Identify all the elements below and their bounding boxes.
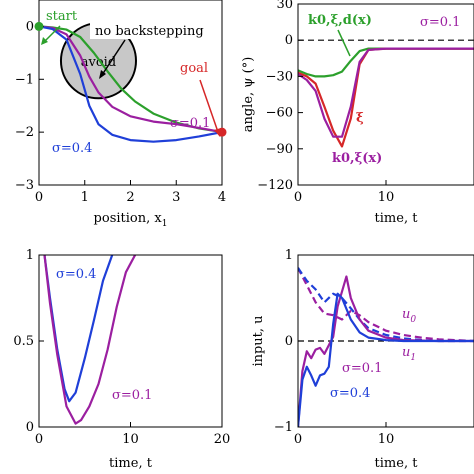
input-lines <box>298 267 474 427</box>
no-backstepping-box <box>90 22 212 39</box>
trajectory-line <box>39 25 222 134</box>
start-arrowhead <box>41 37 48 45</box>
barrier-ytick-label: 0.5 <box>13 334 34 349</box>
input-u1-label: u1 <box>402 345 416 363</box>
angle-k0xi-label: k0,ξ(x) <box>332 151 382 166</box>
angle-xtick-label: 10 <box>378 190 395 205</box>
input-line <box>298 275 474 427</box>
trajectory-sigma01-label: σ=0.1 <box>170 116 210 131</box>
goal-arrowhead <box>214 128 221 137</box>
input-xtick-label: 10 <box>378 432 395 447</box>
trajectory-sigma04-label: σ=0.4 <box>52 141 92 156</box>
angle-line <box>298 47 474 78</box>
barrier-sigma04-label: σ=0.4 <box>56 267 96 282</box>
input-sigma04-label: σ=0.4 <box>330 386 370 401</box>
barrier-xlabel: time, t <box>109 456 153 471</box>
input-u0-label: u0 <box>402 307 416 325</box>
no-backstepping-annotation: no backstepping <box>95 24 204 39</box>
barrier-ytick-label: 1 <box>26 248 34 263</box>
start-arrow <box>43 25 61 43</box>
barrier-line <box>43 255 137 425</box>
angle-line <box>298 47 474 148</box>
trajectory-xtick-label: 4 <box>218 190 226 205</box>
trajectory-ytick-label: −1 <box>15 72 34 87</box>
input-ytick-label: 0 <box>285 334 293 349</box>
trajectory-line <box>39 25 222 134</box>
trajectory-ytick-label: −3 <box>15 178 34 193</box>
barrier-sigma01-label: σ=0.1 <box>112 388 152 403</box>
angle-xtick-label: 0 <box>294 190 302 205</box>
angle-ytick-label: −30 <box>266 69 293 84</box>
angle-line <box>298 47 474 138</box>
input-ytick-label: −1 <box>274 420 293 435</box>
trajectory-xlabel: position, x1 <box>94 211 168 229</box>
angle-panel: 0 10 30 0 −30 −60 −90 −120 σ=0.1 k0,ξ,d(x) ξ k0,ξ(x… <box>241 0 474 226</box>
angle-ylabel: angle, ψ (°) <box>241 57 256 133</box>
angle-frame <box>297 3 474 186</box>
barrier-xtick-label: 0 <box>35 432 43 447</box>
barrier-xtick-label: 20 <box>214 432 231 447</box>
angle-lines <box>298 39 474 148</box>
input-xtick-label: 0 <box>294 432 302 447</box>
barrier-xtick-label: 10 <box>122 432 139 447</box>
goal-annotation: goal <box>180 61 208 76</box>
input-ylabel: input, u <box>251 315 266 366</box>
input-ytick-label: 1 <box>285 248 293 263</box>
angle-xlabel: time, t <box>375 211 419 226</box>
input-line <box>298 292 474 427</box>
angle-ytick-label: −60 <box>266 106 293 121</box>
start-annotation: start <box>46 9 78 24</box>
goal-arrow <box>199 79 219 133</box>
angle-ytick-label: 30 <box>276 0 293 12</box>
angle-xi-label: ξ <box>356 111 364 126</box>
start-marker <box>34 21 44 31</box>
trajectory-ytick-label: −2 <box>15 125 34 140</box>
input-line <box>298 267 474 343</box>
angle-k0xid-label: k0,ξ,d(x) <box>308 13 372 28</box>
angle-k0xid-arrow <box>337 29 351 57</box>
barrier-panel: 0 10 20 1 0.5 0 σ=0.4 σ=0.1 time, t <box>13 248 230 471</box>
angle-ytick-label: 0 <box>285 33 293 48</box>
no-backstepping-arrow <box>101 39 126 76</box>
trajectory-xtick-label: 3 <box>172 190 180 205</box>
angle-ytick-label: −90 <box>266 142 293 157</box>
input-xlabel: time, t <box>375 456 419 471</box>
barrier-lines <box>43 255 137 425</box>
trajectory-xtick-label: 1 <box>81 190 89 205</box>
trajectory-ytick-label: 0 <box>26 19 34 34</box>
angle-ytick-label: −120 <box>257 178 293 193</box>
angle-sigma01-label: σ=0.1 <box>420 15 460 30</box>
trajectory-xtick-label: 2 <box>126 190 134 205</box>
trajectory-line <box>39 25 222 143</box>
no-backstepping-arrowhead <box>99 70 106 79</box>
barrier-ytick-label: 0 <box>26 420 34 435</box>
trajectory-lines <box>39 25 222 143</box>
trajectory-xtick-label: 0 <box>35 190 43 205</box>
input-sigma01-label: σ=0.1 <box>342 361 382 376</box>
